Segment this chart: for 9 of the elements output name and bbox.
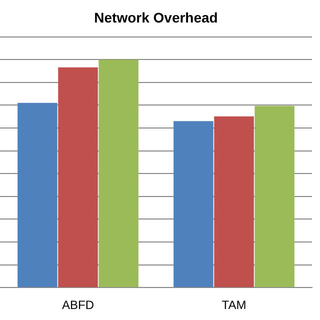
bar bbox=[174, 121, 214, 288]
bar bbox=[254, 106, 294, 288]
bar bbox=[214, 116, 254, 288]
bar bbox=[18, 102, 58, 288]
x-tick-label: TAM bbox=[222, 298, 246, 312]
bar bbox=[98, 60, 138, 288]
bar bbox=[58, 67, 98, 288]
chart-title: Network Overhead bbox=[94, 9, 218, 26]
x-tick-label: ABFD bbox=[62, 298, 94, 312]
